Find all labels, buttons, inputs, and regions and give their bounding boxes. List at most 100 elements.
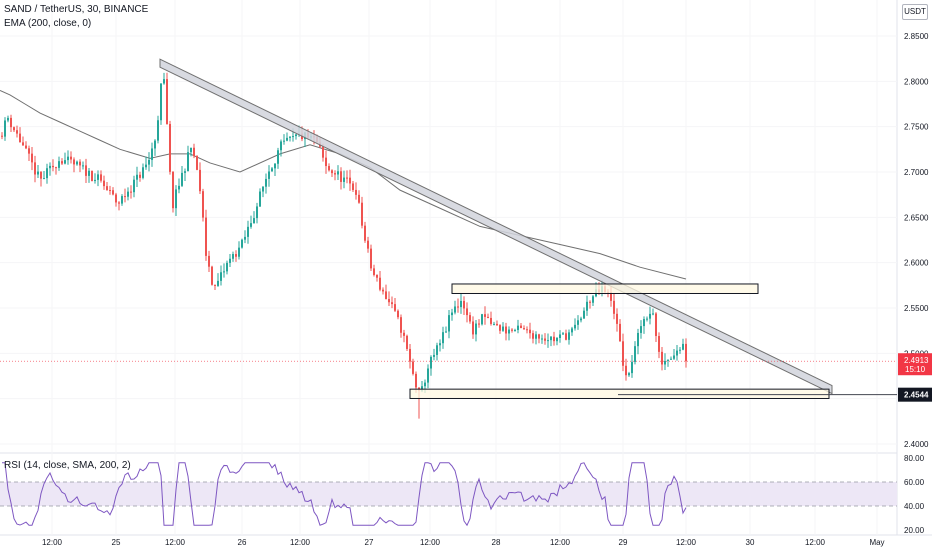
- candle-body: [358, 194, 360, 203]
- candle-body: [7, 117, 9, 121]
- candle-body: [388, 299, 390, 303]
- candle-body: [229, 258, 231, 263]
- candle-body: [592, 296, 594, 303]
- candle-body: [226, 262, 228, 272]
- time-tick-label: 25: [112, 538, 121, 547]
- candle-body: [73, 159, 75, 165]
- candle-body: [22, 142, 24, 146]
- candle-body: [643, 319, 645, 327]
- time-tick-label: 30: [746, 538, 755, 547]
- time-tick-label: 12:00: [290, 538, 311, 547]
- rsi-tick-label: 80.00: [904, 454, 925, 463]
- candle-body: [280, 141, 282, 151]
- candle-body: [670, 358, 672, 360]
- price-axis[interactable]: 2.8500 2.8000 2.7500 2.7000 2.6500 2.6000 2.55…: [904, 32, 929, 535]
- candle-body: [379, 277, 381, 290]
- candle-body: [364, 225, 366, 241]
- candle-body: [622, 341, 624, 366]
- drawings[interactable]: [0, 58, 897, 399]
- candle-body: [610, 292, 612, 301]
- ema-legend[interactable]: EMA (200, close, 0): [4, 18, 92, 29]
- time-tick-label: 12:00: [805, 538, 826, 547]
- candle-body: [49, 165, 51, 169]
- candle-body: [25, 145, 27, 149]
- candle-body: [403, 332, 405, 336]
- candle-body: [136, 174, 138, 180]
- candle-body: [148, 159, 150, 165]
- candle-body: [442, 332, 444, 344]
- candle-body: [550, 336, 552, 341]
- price-tick-label: 2.7500: [904, 123, 929, 132]
- candle-body: [469, 315, 471, 322]
- candle-body: [553, 336, 555, 342]
- candle-body: [235, 254, 237, 257]
- candle-body: [586, 301, 588, 311]
- candle-body: [367, 240, 369, 249]
- candle-body: [169, 123, 171, 172]
- candle-body: [223, 271, 225, 273]
- candle-body: [478, 323, 480, 325]
- candle-body: [34, 162, 36, 175]
- candle-body: [487, 316, 489, 318]
- candle-body: [334, 173, 336, 175]
- time-tick-label: 29: [619, 538, 628, 547]
- candle-body: [112, 190, 114, 195]
- candle-body: [85, 165, 87, 176]
- candle-body: [274, 163, 276, 169]
- time-tick-label: 28: [492, 538, 501, 547]
- candle-body: [445, 331, 447, 333]
- candle-body: [571, 328, 573, 333]
- last-price-label: 2.4913: [904, 356, 929, 365]
- symbol-legend[interactable]: SAND / TetherUS, 30, BINANCE: [4, 4, 149, 15]
- candle-body: [199, 169, 201, 192]
- grid: [0, 0, 932, 536]
- rsi-tick-label: 40.00: [904, 502, 925, 511]
- time-axis[interactable]: 12:00 25 12:00 26 12:00 27 12:00 28 12:00 29 12:00…: [42, 538, 885, 547]
- candle-body: [490, 317, 492, 324]
- candle-body: [637, 332, 639, 347]
- candle-body: [211, 266, 213, 285]
- candle-body: [331, 170, 333, 174]
- candle-body: [532, 333, 534, 339]
- candle-body: [391, 302, 393, 305]
- resistance-box: [451, 283, 759, 294]
- candle-body: [295, 134, 297, 137]
- price-tick-label: 2.4000: [904, 440, 929, 449]
- candle-body: [70, 156, 72, 160]
- candle-body: [430, 356, 432, 369]
- ema-line: [0, 89, 687, 280]
- candle-body: [187, 152, 189, 172]
- candle-body: [535, 334, 537, 339]
- candle-body: [4, 120, 6, 137]
- candle-body: [676, 350, 678, 356]
- candle-body: [154, 140, 156, 149]
- currency-button[interactable]: USDT: [902, 4, 928, 20]
- candle-body: [559, 334, 561, 338]
- candle-body: [448, 315, 450, 332]
- candle-body: [97, 174, 99, 180]
- candle-body: [427, 368, 429, 383]
- candle-body: [292, 136, 294, 138]
- candle-body: [541, 338, 543, 340]
- candle-body: [100, 174, 102, 181]
- candles[interactable]: [1, 72, 687, 419]
- candle-body: [664, 360, 666, 365]
- candle-body: [547, 340, 549, 342]
- candle-body: [400, 317, 402, 333]
- time-tick-label: 12:00: [165, 538, 186, 547]
- candle-body: [121, 196, 123, 204]
- candle-body: [277, 150, 279, 164]
- candle-body: [28, 148, 30, 154]
- candle-body: [373, 268, 375, 275]
- candle-body: [475, 323, 477, 335]
- candle-body: [685, 343, 687, 362]
- candle-body: [580, 318, 582, 321]
- candle-body: [460, 300, 462, 308]
- candle-body: [328, 166, 330, 171]
- candle-body: [76, 161, 78, 165]
- candle-body: [79, 161, 81, 166]
- candle-body: [529, 329, 531, 334]
- rsi-legend[interactable]: RSI (14, close, SMA, 200, 2): [4, 460, 131, 471]
